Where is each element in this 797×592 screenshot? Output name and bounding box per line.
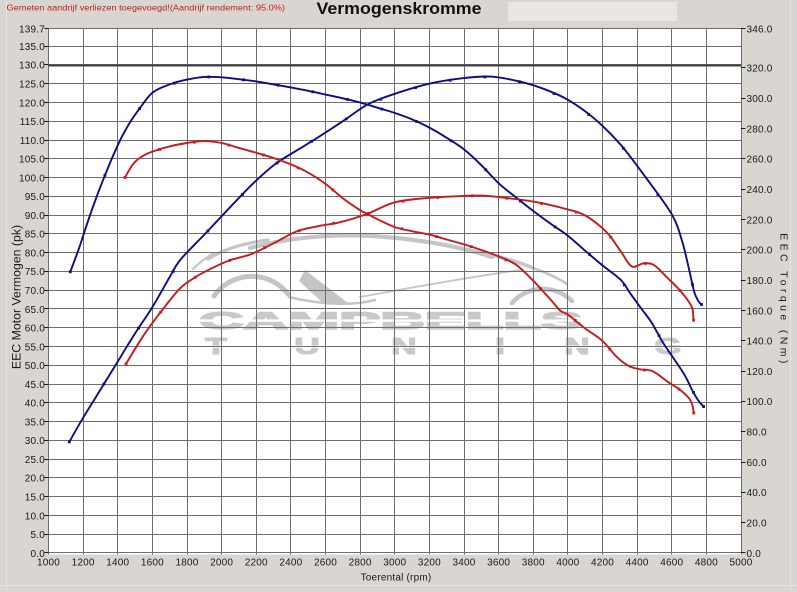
svg-text:70.0: 70.0 xyxy=(25,286,46,297)
svg-text:1200: 1200 xyxy=(72,558,95,569)
svg-text:30.0: 30.0 xyxy=(25,436,46,447)
svg-text:60.0: 60.0 xyxy=(747,458,768,469)
svg-text:0.0: 0.0 xyxy=(30,549,45,560)
svg-text:4600: 4600 xyxy=(660,558,683,569)
svg-text:95.0: 95.0 xyxy=(25,192,46,203)
svg-text:60.0: 60.0 xyxy=(25,324,46,335)
svg-text:346.0: 346.0 xyxy=(747,24,773,35)
svg-text:260.0: 260.0 xyxy=(747,155,773,166)
svg-text:40.0: 40.0 xyxy=(747,488,768,499)
svg-text:300.0: 300.0 xyxy=(747,94,773,105)
svg-text:Gemeten aandrijf verliezen toe: Gemeten aandrijf verliezen toegevoegd!(A… xyxy=(7,2,286,12)
svg-text:55.0: 55.0 xyxy=(25,342,46,353)
svg-text:50.0: 50.0 xyxy=(25,361,46,372)
svg-text:1400: 1400 xyxy=(106,558,129,569)
svg-text:85.0: 85.0 xyxy=(25,230,46,241)
svg-text:4000: 4000 xyxy=(556,558,579,569)
svg-text:4400: 4400 xyxy=(626,558,649,569)
svg-text:130.0: 130.0 xyxy=(19,61,45,72)
svg-text:120.0: 120.0 xyxy=(747,367,773,378)
svg-text:20.0: 20.0 xyxy=(25,474,46,485)
svg-text:110.0: 110.0 xyxy=(20,136,46,147)
svg-text:90.0: 90.0 xyxy=(25,211,46,222)
svg-text:1800: 1800 xyxy=(175,558,198,569)
svg-text:75.0: 75.0 xyxy=(25,267,46,278)
svg-text:40.0: 40.0 xyxy=(25,399,46,410)
svg-text:280.0: 280.0 xyxy=(747,124,773,135)
svg-text:5.0: 5.0 xyxy=(30,530,45,541)
svg-text:1600: 1600 xyxy=(141,558,164,569)
svg-text:25.0: 25.0 xyxy=(25,455,46,466)
svg-text:3200: 3200 xyxy=(418,558,441,569)
svg-text:5000: 5000 xyxy=(729,558,752,569)
svg-text:105.0: 105.0 xyxy=(19,155,45,166)
svg-text:3800: 3800 xyxy=(522,558,545,569)
svg-text:3000: 3000 xyxy=(383,558,406,569)
svg-text:65.0: 65.0 xyxy=(25,305,46,316)
svg-text:100.0: 100.0 xyxy=(19,173,45,184)
svg-text:20.0: 20.0 xyxy=(747,519,768,530)
svg-text:320.0: 320.0 xyxy=(747,64,773,75)
svg-text:139.7: 139.7 xyxy=(19,24,45,35)
svg-text:Vermogenskromme: Vermogenskromme xyxy=(317,0,482,18)
svg-text:240.0: 240.0 xyxy=(747,185,773,196)
svg-text:140.0: 140.0 xyxy=(747,337,773,348)
svg-text:125.0: 125.0 xyxy=(19,80,45,91)
svg-text:120.0: 120.0 xyxy=(19,98,45,109)
svg-text:EEC Motor Vermogen (pk): EEC Motor Vermogen (pk) xyxy=(10,225,24,369)
svg-text:220.0: 220.0 xyxy=(747,215,773,226)
svg-text:2200: 2200 xyxy=(245,558,268,569)
svg-text:4800: 4800 xyxy=(695,558,718,569)
svg-text:200.0: 200.0 xyxy=(747,246,773,257)
svg-text:15.0: 15.0 xyxy=(25,493,46,504)
svg-text:0.0: 0.0 xyxy=(747,549,762,560)
svg-text:160.0: 160.0 xyxy=(747,306,773,317)
svg-text:3400: 3400 xyxy=(452,558,475,569)
svg-text:Toerental (rpm): Toerental (rpm) xyxy=(361,573,432,584)
svg-text:45.0: 45.0 xyxy=(25,380,46,391)
svg-text:100.0: 100.0 xyxy=(747,397,773,408)
svg-text:2400: 2400 xyxy=(279,558,302,569)
svg-text:80.0: 80.0 xyxy=(25,248,46,259)
svg-text:2000: 2000 xyxy=(210,558,233,569)
svg-text:3600: 3600 xyxy=(487,558,510,569)
svg-text:2600: 2600 xyxy=(314,558,337,569)
svg-text:180.0: 180.0 xyxy=(747,276,773,287)
svg-text:135.0: 135.0 xyxy=(19,42,45,53)
svg-text:80.0: 80.0 xyxy=(747,428,768,439)
svg-text:10.0: 10.0 xyxy=(25,511,46,522)
svg-text:EEC Torque (Nm): EEC Torque (Nm) xyxy=(778,233,790,367)
svg-text:1000: 1000 xyxy=(37,558,60,569)
svg-text:35.0: 35.0 xyxy=(25,417,46,428)
svg-text:2800: 2800 xyxy=(349,558,372,569)
svg-text:115.0: 115.0 xyxy=(20,117,46,128)
svg-text:4200: 4200 xyxy=(591,558,614,569)
